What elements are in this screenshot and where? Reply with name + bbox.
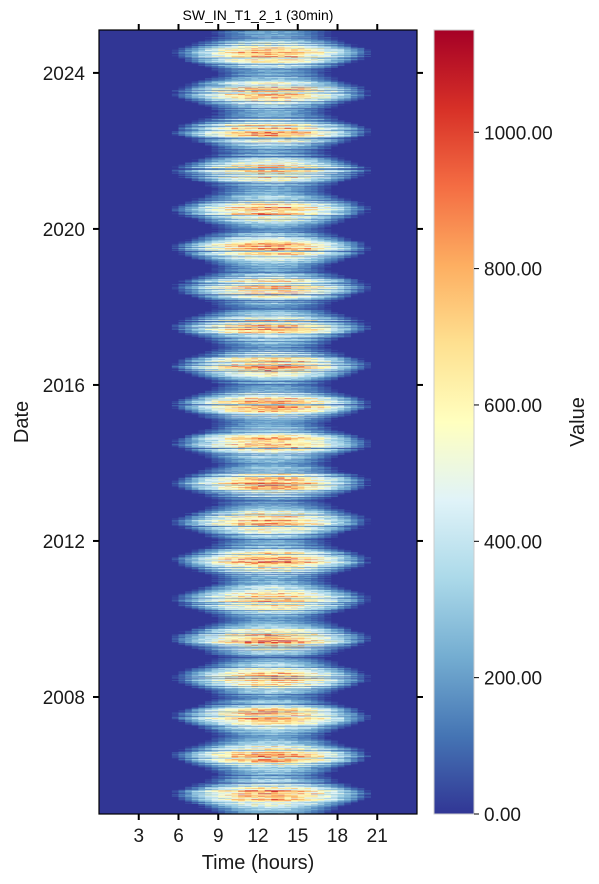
heatmap-cell <box>357 748 364 749</box>
heatmap-cell <box>324 776 331 777</box>
chart-title: SW_IN_T1_2_1 (30min) <box>183 7 334 23</box>
heatmap-cell <box>212 735 219 736</box>
heatmap-cell <box>205 779 212 780</box>
heatmap-plot-area <box>99 30 417 814</box>
heatmap-cell <box>364 793 371 794</box>
heatmap-cell <box>205 741 212 742</box>
heatmap-cell <box>179 710 186 711</box>
heatmap-cell <box>357 713 364 714</box>
heatmap-cell <box>351 747 358 748</box>
heatmap-cell <box>331 779 338 780</box>
heatmap-cell <box>212 737 219 738</box>
heatmap-cell <box>179 751 186 752</box>
heatmap-cell <box>344 707 351 708</box>
heatmap-cell <box>192 783 199 784</box>
heatmap-cell <box>357 710 364 711</box>
heatmap-cell <box>364 797 371 798</box>
heatmap-cell <box>205 702 212 703</box>
heatmap-cell <box>205 740 212 741</box>
heatmap-cell <box>185 803 192 804</box>
heatmap-cell <box>324 774 331 775</box>
heatmap-cell <box>192 785 199 786</box>
heatmap-cell <box>324 734 331 735</box>
heatmap-cell <box>185 787 192 788</box>
heatmap-cell <box>324 778 331 779</box>
heatmap-cell <box>351 708 358 709</box>
heatmap-cell <box>212 776 219 777</box>
heatmap-cell <box>351 763 358 764</box>
heatmap-cell <box>212 734 219 735</box>
heatmap-cell <box>205 780 212 781</box>
heatmap-cell <box>364 790 371 791</box>
heatmap-cell <box>364 752 371 753</box>
heatmap-cell <box>198 807 205 808</box>
heatmap-cell <box>185 748 192 749</box>
heatmap-cell <box>344 726 351 727</box>
heatmap-cell <box>172 752 179 753</box>
heatmap-cell <box>198 783 205 784</box>
heatmap-cell <box>198 742 205 743</box>
heatmap-cell <box>344 783 351 784</box>
heatmap-cell <box>364 715 371 716</box>
heatmap-cell <box>172 716 179 717</box>
heatmap-cell <box>364 796 371 797</box>
heatmap-cell <box>364 755 371 756</box>
heatmap-cell <box>338 783 345 784</box>
heatmap-cell <box>172 790 179 791</box>
heatmap-cell <box>324 777 331 778</box>
heatmap-cell <box>179 789 186 790</box>
heatmap-cell <box>172 794 179 795</box>
heatmap-cell <box>205 731 212 732</box>
heatmap-cell <box>357 788 364 789</box>
heatmap-cell <box>338 744 345 745</box>
heatmap-cell <box>344 804 351 805</box>
heatmap-cell <box>344 746 351 747</box>
heatmap-cell <box>172 714 179 715</box>
heatmap-cell <box>172 757 179 758</box>
heatmap-cell <box>185 746 192 747</box>
heatmap-cell <box>192 707 199 708</box>
heatmap-cell <box>172 715 179 716</box>
heatmap-cell <box>179 712 186 713</box>
heatmap-cell <box>357 750 364 751</box>
heatmap-cell <box>338 705 345 706</box>
heatmap-cell <box>179 721 186 722</box>
heatmap-cell <box>172 713 179 714</box>
heatmap-cell <box>185 709 192 710</box>
heatmap-cell <box>198 704 205 705</box>
heatmap-cell <box>192 746 199 747</box>
heatmap-cell <box>218 776 225 777</box>
heatmap-cell <box>179 749 186 750</box>
heatmap-cell <box>212 778 219 779</box>
heatmap-cell <box>331 741 338 742</box>
heatmap-cell <box>364 719 371 720</box>
heatmap-cell <box>324 735 331 736</box>
heatmap-cell <box>351 787 358 788</box>
heatmap-cell <box>172 755 179 756</box>
heatmap-cell <box>351 724 358 725</box>
heatmap-cell <box>324 739 331 740</box>
